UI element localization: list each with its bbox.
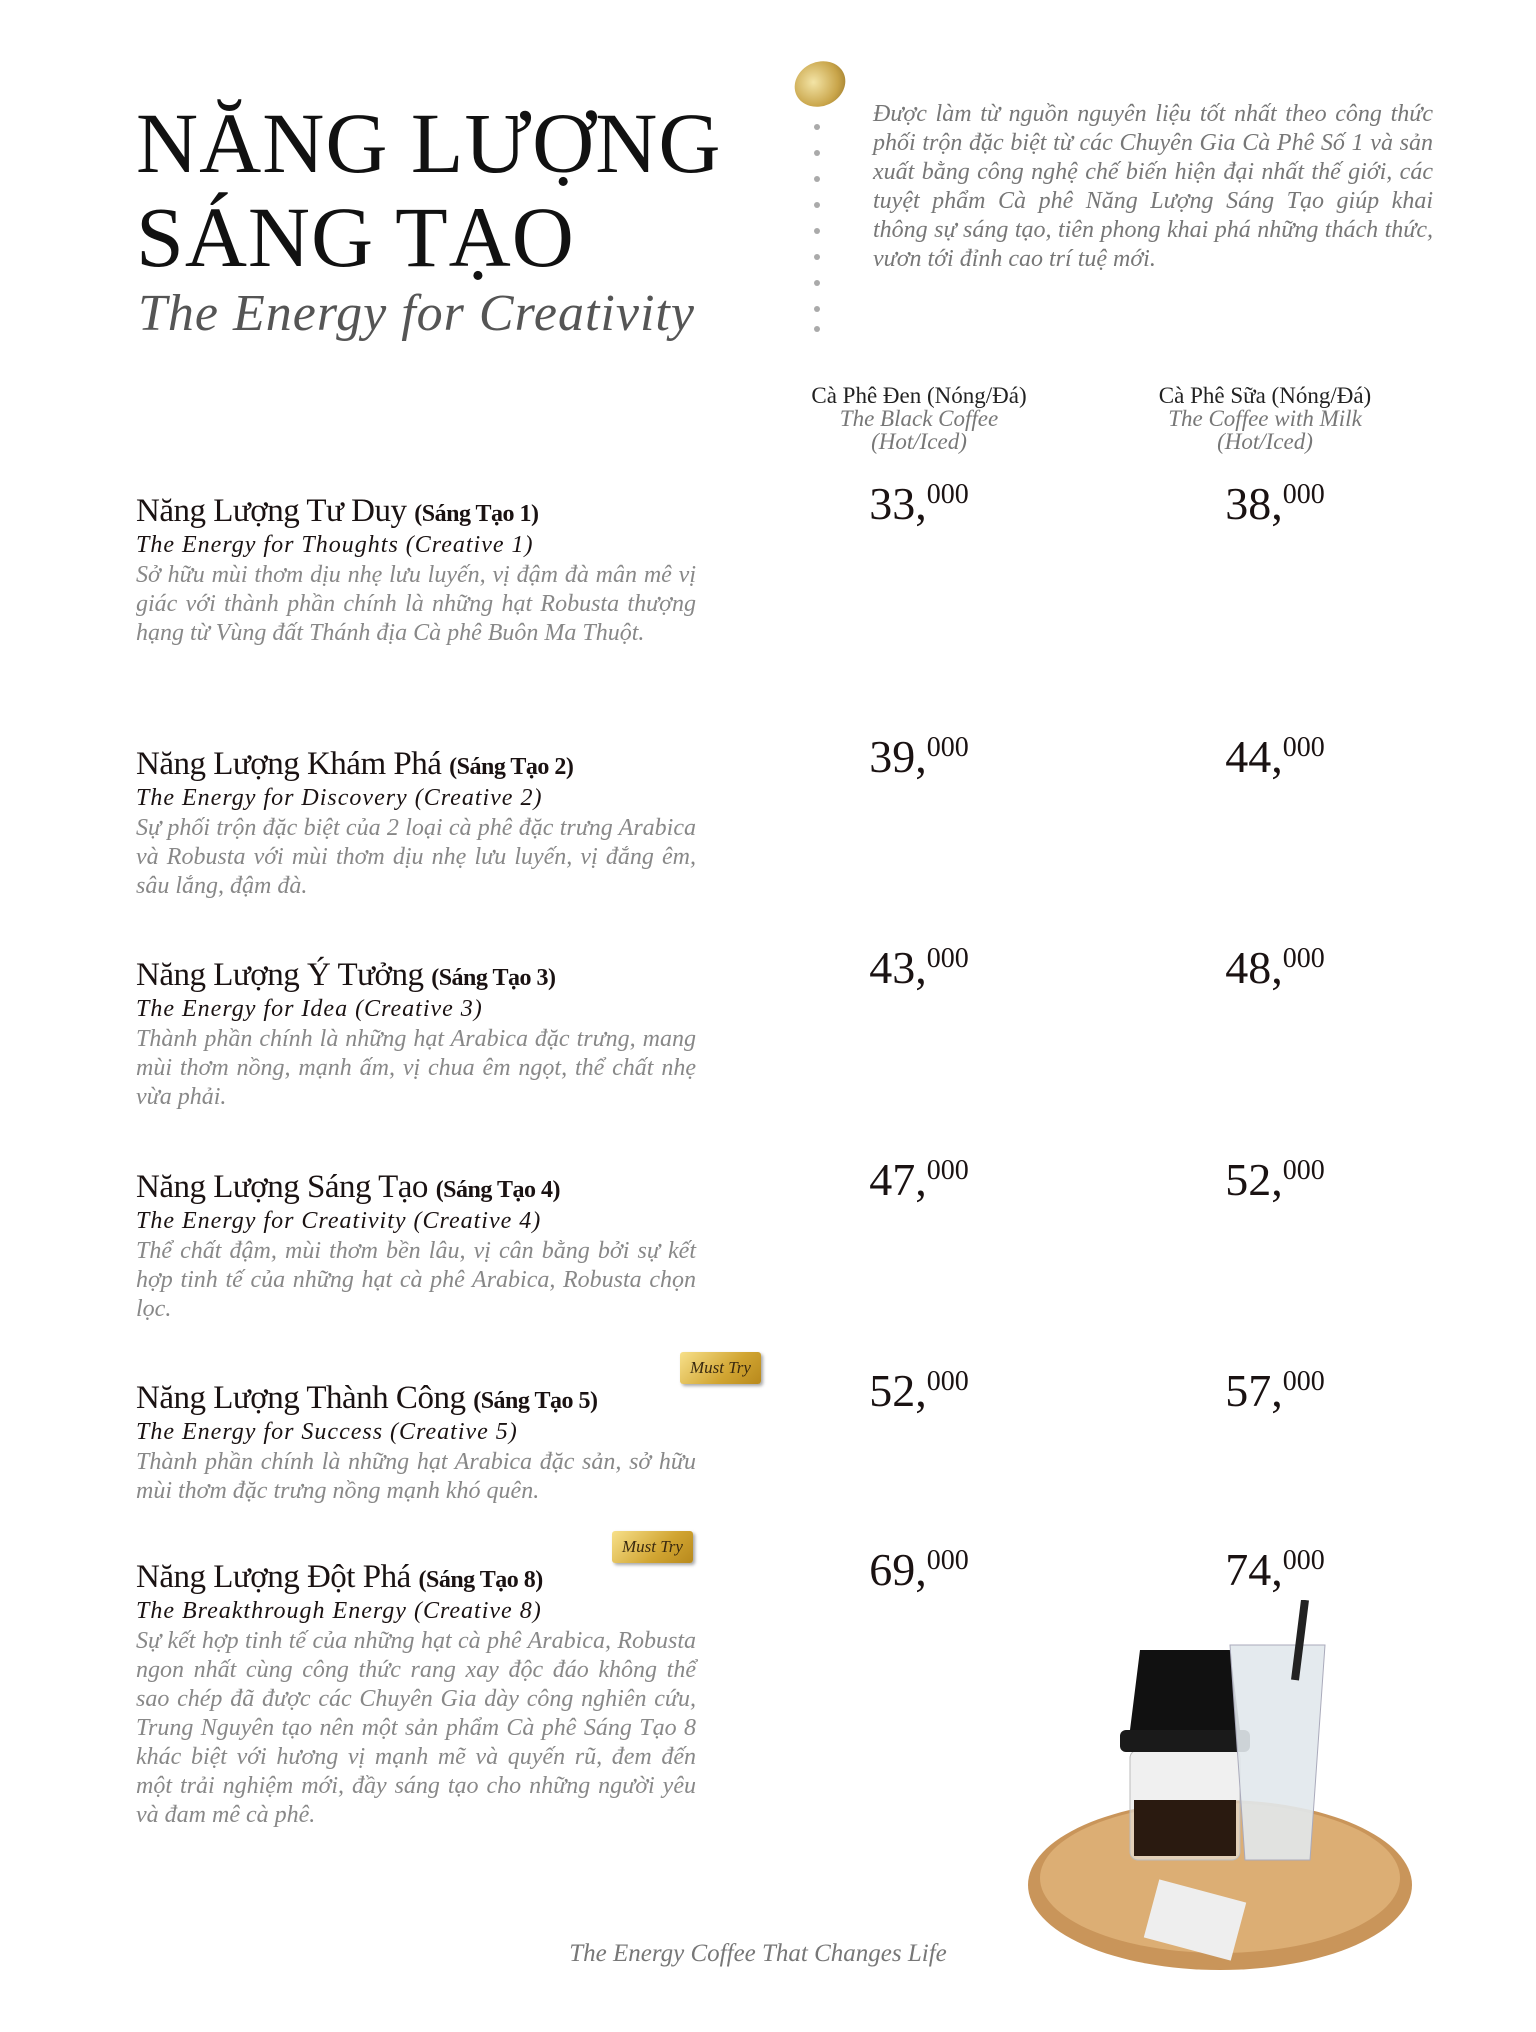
item-name-text: Năng Lượng Đột Phá (136, 1559, 411, 1595)
price-value: 52, (869, 1365, 927, 1416)
item-english-name: The Energy for Success (Creative 5) (136, 1419, 518, 1445)
column-title: Cà Phê Sữa (Nóng/Đá) (1158, 383, 1372, 408)
item-description: Thành phần chính là những hạt Arabica đặ… (136, 1026, 696, 1110)
price-milk: 52,000 (1175, 1153, 1375, 1206)
price-milk: 44,000 (1175, 730, 1375, 783)
price-value: 44, (1225, 731, 1283, 782)
item-english-name: The Breakthrough Energy (Creative 8) (136, 1598, 542, 1624)
price-milk: 57,000 (1175, 1364, 1375, 1417)
item-name: Năng Lượng Thành Công (Sáng Tạo 5) (136, 1380, 696, 1417)
item-english-name: The Energy for Idea (Creative 3) (136, 996, 483, 1022)
menu-item: Năng Lượng Sáng Tạo (Sáng Tạo 4) The Ene… (136, 1169, 696, 1324)
must-try-badge: Must Try (680, 1352, 761, 1384)
coffee-product-photo (1028, 1600, 1412, 1970)
price-value: 69, (869, 1544, 927, 1595)
title-line-2: SÁNG TẠO (136, 189, 575, 285)
title-line-1: NĂNG LƯỢNG (136, 95, 722, 191)
item-name: Năng Lượng Khám Phá (Sáng Tạo 2) (136, 746, 696, 783)
item-tag: (Sáng Tạo 5) (473, 1388, 598, 1414)
price-value: 48, (1225, 942, 1283, 993)
item-tag: (Sáng Tạo 8) (418, 1567, 543, 1593)
price-milk: 38,000 (1175, 477, 1375, 530)
price-thousands: 000 (1282, 1155, 1325, 1186)
column-subtitle: The Black Coffee (839, 406, 999, 431)
item-tag: (Sáng Tạo 1) (414, 501, 539, 527)
price-thousands: 000 (926, 943, 969, 974)
price-black: 33,000 (819, 477, 1019, 530)
item-name-text: Năng Lượng Tư Duy (136, 493, 407, 529)
page-subtitle: The Energy for Creativity (138, 285, 695, 342)
item-tag: (Sáng Tạo 4) (435, 1177, 561, 1203)
price-thousands: 000 (926, 732, 969, 763)
intro-text: Được làm từ nguồn nguyên liệu tốt nhất t… (873, 101, 1433, 272)
price-value: 39, (869, 731, 927, 782)
menu-item: Năng Lượng Đột Phá (Sáng Tạo 8) The Brea… (136, 1559, 696, 1830)
menu-item: Năng Lượng Tư Duy (Sáng Tạo 1) The Energ… (136, 493, 696, 648)
price-black: 47,000 (819, 1153, 1019, 1206)
price-black: 69,000 (819, 1543, 1019, 1596)
item-name-text: Năng Lượng Ý Tưởng (136, 957, 424, 993)
item-name-text: Năng Lượng Khám Phá (136, 746, 442, 782)
price-thousands: 000 (1282, 943, 1325, 974)
item-name: Năng Lượng Đột Phá (Sáng Tạo 8) (136, 1559, 696, 1596)
item-name-text: Năng Lượng Thành Công (136, 1380, 466, 1416)
item-name-text: Năng Lượng Sáng Tạo (136, 1169, 428, 1205)
price-thousands: 000 (1282, 732, 1325, 763)
item-description: Thành phần chính là những hạt Arabica đặ… (136, 1449, 696, 1504)
item-tag: (Sáng Tạo 3) (431, 965, 556, 991)
price-value: 52, (1225, 1154, 1283, 1205)
item-name: Năng Lượng Ý Tưởng (Sáng Tạo 3) (136, 957, 696, 994)
price-milk: 48,000 (1175, 941, 1375, 994)
item-english-name: The Energy for Thoughts (Creative 1) (136, 532, 534, 558)
price-black: 39,000 (819, 730, 1019, 783)
column-subtitle: The Coffee with Milk (1168, 406, 1362, 431)
price-thousands: 000 (926, 479, 969, 510)
footer-slogan: The Energy Coffee That Changes Life (569, 1940, 947, 1967)
item-description: Thể chất đậm, mùi thơm bền lâu, vị cân b… (136, 1238, 696, 1322)
price-value: 38, (1225, 478, 1283, 529)
column-subtitle: (Hot/Iced) (1217, 429, 1313, 454)
price-milk: 74,000 (1175, 1543, 1375, 1596)
menu-item: Năng Lượng Thành Công (Sáng Tạo 5) The E… (136, 1380, 696, 1506)
price-black: 43,000 (819, 941, 1019, 994)
price-thousands: 000 (926, 1155, 969, 1186)
coffee-bean-icon (787, 53, 853, 115)
item-name: Năng Lượng Sáng Tạo (Sáng Tạo 4) (136, 1169, 696, 1206)
price-value: 74, (1225, 1544, 1283, 1595)
price-thousands: 000 (926, 1366, 969, 1397)
menu-item: Năng Lượng Ý Tưởng (Sáng Tạo 3) The Ener… (136, 957, 696, 1112)
item-description: Sở hữu mùi thơm dịu nhẹ lưu luyến, vị đậ… (136, 562, 696, 646)
price-black: 52,000 (819, 1364, 1019, 1417)
item-english-name: The Energy for Creativity (Creative 4) (136, 1208, 542, 1234)
column-header-black: Cà Phê Đen (Nóng/Đá) The Black Coffee (H… (769, 384, 1069, 453)
item-tag: (Sáng Tạo 2) (449, 754, 574, 780)
menu-item: Năng Lượng Khám Phá (Sáng Tạo 2) The Ene… (136, 746, 696, 901)
item-description: Sự phối trộn đặc biệt của 2 loại cà phê … (136, 815, 696, 899)
column-subtitle: (Hot/Iced) (871, 429, 967, 454)
item-name: Năng Lượng Tư Duy (Sáng Tạo 1) (136, 493, 696, 530)
column-header-milk: Cà Phê Sữa (Nóng/Đá) The Coffee with Mil… (1115, 384, 1415, 453)
price-thousands: 000 (926, 1545, 969, 1576)
price-thousands: 000 (1282, 1545, 1325, 1576)
price-thousands: 000 (1282, 479, 1325, 510)
price-value: 57, (1225, 1365, 1283, 1416)
price-value: 43, (869, 942, 927, 993)
must-try-badge: Must Try (612, 1531, 693, 1563)
price-value: 33, (869, 478, 927, 529)
page-title: NĂNG LƯỢNG SÁNG TẠO (136, 96, 722, 284)
item-english-name: The Energy for Discovery (Creative 2) (136, 785, 543, 811)
price-value: 47, (869, 1154, 927, 1205)
price-thousands: 000 (1282, 1366, 1325, 1397)
item-description: Sự kết hợp tinh tế của những hạt cà phê … (136, 1628, 696, 1828)
column-title: Cà Phê Đen (Nóng/Đá) (811, 383, 1027, 408)
